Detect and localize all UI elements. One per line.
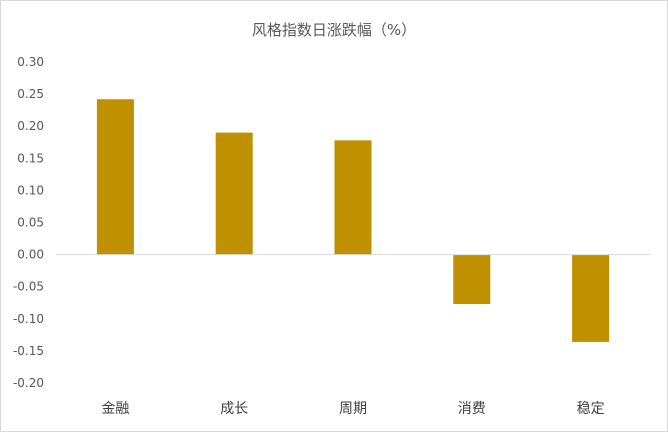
bar bbox=[334, 140, 372, 255]
y-tick-label: 0.10 bbox=[17, 183, 44, 197]
x-category-label: 周期 bbox=[339, 401, 367, 417]
y-axis-ticks: 0.30 0.25 0.20 0.15 0.10 0.05 0.00 -0.05 -0.10 -0… bbox=[13, 55, 44, 390]
y-tick-label: 0.30 bbox=[17, 55, 44, 69]
y-tick-label: 0.25 bbox=[17, 87, 44, 101]
bar bbox=[215, 132, 253, 255]
bars bbox=[96, 99, 610, 342]
bar bbox=[572, 254, 610, 342]
y-tick-label: 0.20 bbox=[17, 119, 44, 133]
x-category-label: 消费 bbox=[458, 401, 486, 417]
chart-title: 风格指数日涨跌幅（%） bbox=[252, 21, 416, 39]
x-category-label: 成长 bbox=[220, 401, 248, 417]
y-tick-label: -0.20 bbox=[13, 376, 44, 390]
y-tick-label: 0.00 bbox=[17, 248, 44, 262]
bar bbox=[96, 99, 134, 255]
y-tick-label: -0.15 bbox=[13, 344, 44, 358]
y-tick-label: 0.05 bbox=[17, 216, 44, 230]
y-tick-label: -0.05 bbox=[13, 280, 44, 294]
x-axis: 金融 成长 周期 消费 稳定 bbox=[56, 254, 650, 417]
x-category-label: 稳定 bbox=[577, 401, 605, 417]
y-tick-label: 0.15 bbox=[17, 151, 44, 165]
bar bbox=[453, 254, 491, 305]
x-category-label: 金融 bbox=[101, 401, 129, 417]
y-tick-label: -0.10 bbox=[13, 312, 44, 326]
